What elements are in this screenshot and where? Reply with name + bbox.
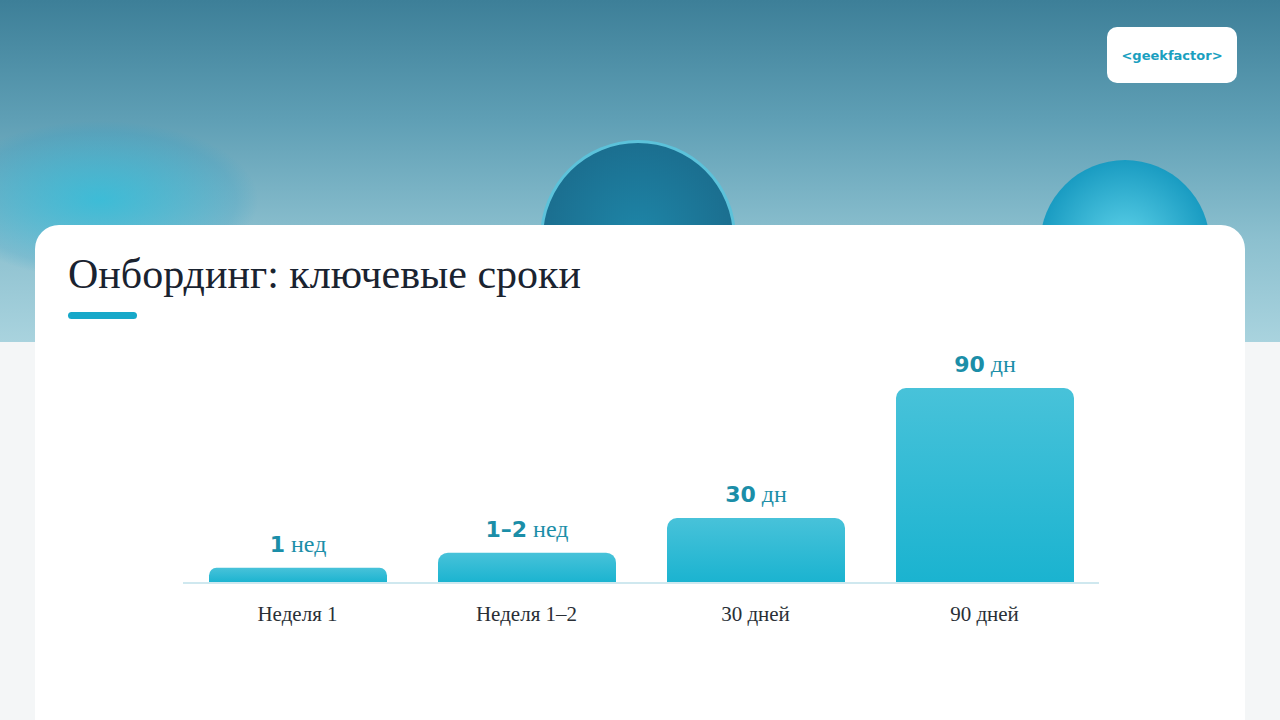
svg-text:90 дней: 90 дней	[950, 602, 1019, 626]
svg-text:Неделя 1–2: Неделя 1–2	[476, 602, 577, 626]
svg-text:Неделя 1: Неделя 1	[257, 602, 337, 626]
svg-text:90 дн: 90 дн	[954, 351, 1016, 377]
svg-text:30 дн: 30 дн	[725, 481, 787, 507]
html-text:<geekfactor>: <geekfactor>	[1121, 47, 1223, 63]
svg-text:1 нед: 1 нед	[270, 531, 327, 557]
html-text:Онбординг: ключевые сроки: Онбординг: ключевые сроки	[68, 251, 581, 297]
svg-text:1–2 нед: 1–2 нед	[485, 516, 568, 542]
svg-text:30 дней: 30 дней	[721, 602, 790, 626]
